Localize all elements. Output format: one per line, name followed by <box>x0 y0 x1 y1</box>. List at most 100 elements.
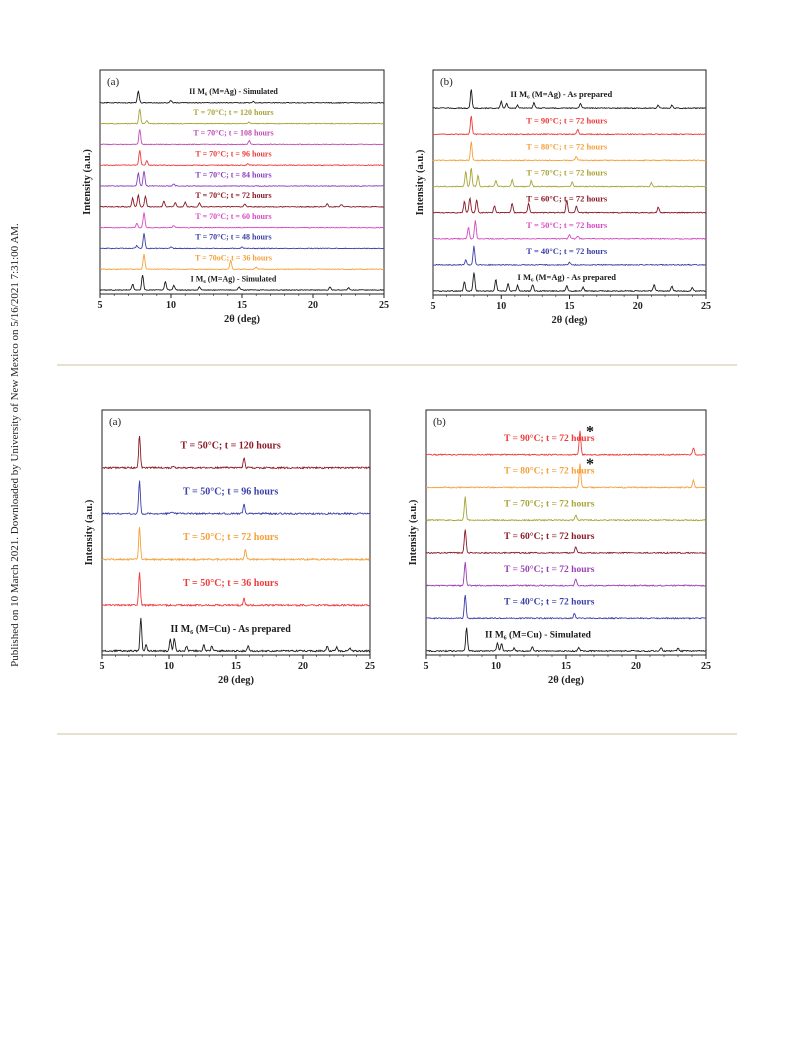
series-line <box>432 196 707 214</box>
series-line <box>425 463 707 489</box>
series-label: T = 40°C; t = 72 hours <box>526 246 608 256</box>
series-label: I M₆ (M=Ag) - Simulated <box>191 274 277 283</box>
series-label: T = 50°C; t = 72 hours <box>183 532 278 543</box>
series-label: T = 90°C; t = 72 hours <box>526 115 608 125</box>
series-label: T = 40°C; t = 72 hours <box>504 597 595 608</box>
series-label: T = 80°C; t = 72 hours <box>526 141 608 151</box>
panel-label: (b) <box>433 416 446 428</box>
series-line <box>101 435 371 470</box>
series-label: T = 70°C; t = 60 hours <box>195 212 271 221</box>
series-line <box>99 275 385 292</box>
series-line <box>99 150 385 167</box>
series-line <box>425 496 707 522</box>
series-line <box>433 272 707 293</box>
series-line <box>99 108 385 125</box>
series-line <box>100 233 384 250</box>
series-label: T = 60°C; t = 72 hours <box>504 531 595 542</box>
series-line <box>425 430 707 457</box>
series-line <box>432 115 707 136</box>
x-tick-label: 5 <box>100 661 105 672</box>
series-line <box>425 595 707 620</box>
series-line <box>432 220 707 240</box>
series-label: T = 70°C; t = 48 hours <box>195 233 271 242</box>
x-tick-label: 5 <box>431 301 436 312</box>
x-tick-label: 25 <box>365 661 375 672</box>
x-tick-label: 10 <box>164 661 174 672</box>
series-line <box>433 245 707 267</box>
series-label: II M₆ (M=Cu) - Simulated <box>485 629 592 640</box>
series-label: T = 70°C; t = 72 hours <box>504 498 595 509</box>
series-line <box>425 627 707 653</box>
series-label: II M₆ (M=Cu) - As prepared <box>170 624 291 635</box>
chart-panel-1: 5 10 15 20 25 2θ (deg) Intensity (a.u.) (a) I M₆… <box>82 69 389 325</box>
x-axis-label: 2θ (deg) <box>551 315 588 326</box>
panel-label: (a) <box>109 416 122 428</box>
series-label: T = 60°C; t = 72 hours <box>526 194 608 204</box>
series-label: II M₆ (M=Ag) - As prepared <box>510 89 612 99</box>
series-label: II M₆ (M=Ag) - Simulated <box>189 87 278 96</box>
x-tick-label: 5 <box>98 300 103 311</box>
series-line <box>101 480 371 516</box>
asterisk-annotation: * <box>586 423 594 440</box>
series-label: T = 50°C; t = 72 hours <box>526 220 608 230</box>
divider-bottom <box>57 733 737 735</box>
series-label: T = 70°C; t = 72 hours <box>195 191 271 200</box>
x-tick-label: 15 <box>237 300 247 311</box>
panel-label: (b) <box>440 76 453 88</box>
series-label: T = 70°C; t = 84 hours <box>195 170 271 179</box>
x-tick-label: 20 <box>633 301 643 312</box>
x-tick-label: 25 <box>379 300 389 311</box>
x-axis-label: 2θ (deg) <box>224 314 261 325</box>
chart-panel-4: 5 10 15 20 25 2θ (deg) Intensity (a.u.) (b) II M… <box>408 409 711 686</box>
series-label: T = 70oC; t = 36 hours <box>195 253 272 262</box>
series-label: T = 50°C; t = 36 hours <box>183 578 278 589</box>
series-label: I M₆ (M=Ag) - As prepared <box>518 272 617 282</box>
y-axis-label: Intensity (a.u.) <box>84 499 95 565</box>
series-line <box>432 141 707 162</box>
asterisk-annotation: * <box>586 456 594 473</box>
series-label: T = 50°C; t = 120 hours <box>181 441 281 452</box>
series-line <box>99 129 385 146</box>
series-line <box>99 193 385 208</box>
x-tick-label: 5 <box>424 661 429 672</box>
x-tick-label: 25 <box>701 301 711 312</box>
series-line <box>432 89 707 110</box>
series-label: T = 70°C; t = 108 hours <box>193 129 273 138</box>
divider-top <box>57 364 737 366</box>
series-line <box>99 170 385 188</box>
series-line <box>101 572 371 608</box>
plot-frame <box>432 69 707 296</box>
series-line <box>425 529 707 555</box>
series-line <box>426 562 707 587</box>
y-axis-label: Intensity (a.u.) <box>82 149 93 215</box>
series-label: T = 70°C; t = 120 hours <box>193 108 273 117</box>
series-line <box>101 617 371 653</box>
y-axis-label: Intensity (a.u.) <box>408 499 419 565</box>
x-tick-label: 10 <box>496 301 506 312</box>
x-tick-label: 15 <box>565 301 575 312</box>
series-line <box>432 168 707 188</box>
x-tick-label: 25 <box>701 661 711 672</box>
x-tick-label: 20 <box>631 661 641 672</box>
x-tick-label: 10 <box>491 661 501 672</box>
series-line <box>99 212 385 229</box>
series-label: T = 90°C; t = 72 hours <box>504 433 595 444</box>
x-tick-label: 20 <box>308 300 318 311</box>
series-label: T = 70°C; t = 96 hours <box>195 149 271 158</box>
series-label: T = 80°C; t = 72 hours <box>504 466 595 477</box>
series-label: T = 70°C; t = 72 hours <box>526 168 608 178</box>
x-tick-label: 15 <box>231 661 241 672</box>
series-line <box>101 527 371 562</box>
y-axis-label: Intensity (a.u.) <box>415 149 426 215</box>
chart-panel-3: 5 10 15 20 25 2θ (deg) Intensity (a.u.) (a) II M… <box>84 409 375 686</box>
panel-label: (a) <box>107 76 120 88</box>
series-label: T = 50°C; t = 96 hours <box>183 486 278 497</box>
x-tick-label: 20 <box>298 661 308 672</box>
x-tick-label: 10 <box>166 300 176 311</box>
series-label: T = 50°C; t = 72 hours <box>504 564 595 575</box>
series-line <box>99 253 385 271</box>
x-tick-label: 15 <box>561 661 571 672</box>
chart-panel-2: 5 10 15 20 25 2θ (deg) Intensity (a.u.) (b) I M₆… <box>415 69 711 326</box>
x-axis-label: 2θ (deg) <box>218 675 255 686</box>
